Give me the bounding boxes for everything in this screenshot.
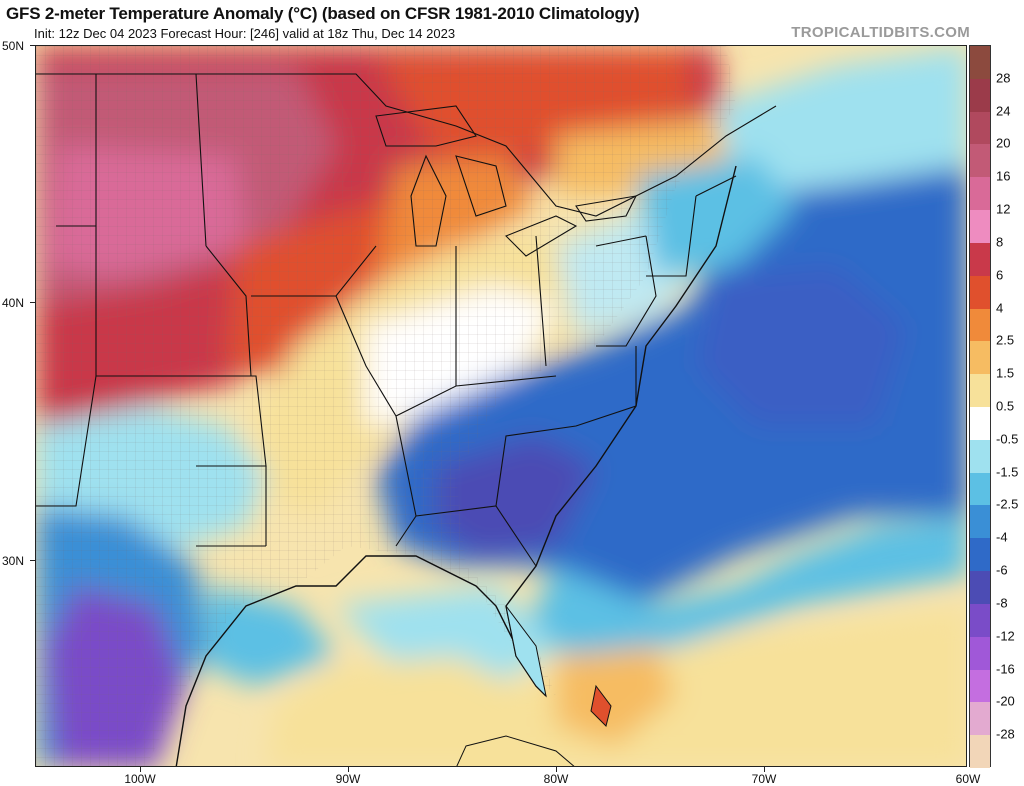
colorbar-segment [970, 472, 990, 506]
lon-label-70w: 70W [751, 772, 777, 786]
colorbar-segment [970, 407, 990, 441]
colorbar-segment [970, 177, 990, 211]
colorbar-segment [970, 538, 990, 572]
colorbar-label: -20 [996, 693, 1015, 709]
colorbar-label: 0.5 [996, 398, 1015, 414]
colorbar-label: -6 [996, 562, 1008, 578]
colorbar-label: -8 [996, 595, 1008, 611]
colorbar-label: -4 [996, 529, 1008, 545]
colorbar-label: 6 [996, 267, 1004, 283]
colorbar-label: 8 [996, 234, 1004, 250]
colorbar-label: 1.5 [996, 365, 1015, 381]
colorbar-label: -12 [996, 628, 1015, 644]
colorbar-label: -0.5 [996, 431, 1019, 447]
colorbar-label: 24 [996, 103, 1011, 119]
lon-tick [348, 767, 349, 772]
colorbar-segment [970, 735, 990, 769]
lat-tick [30, 302, 36, 303]
lat-tick [30, 560, 36, 561]
colorbar-segment [970, 111, 990, 145]
colorbar-label: 20 [996, 135, 1011, 151]
great-lakes [375, 105, 637, 257]
colorbar-segment [970, 505, 990, 539]
colorbar-segment [970, 636, 990, 671]
colorbar-segment [970, 144, 990, 178]
colorbar-label: -16 [996, 661, 1015, 677]
lon-tick [140, 767, 141, 772]
lon-label-60w: 60W [955, 772, 981, 786]
brand-watermark: TROPICALTIDBITS.COM [791, 24, 970, 41]
map-title: GFS 2-meter Temperature Anomaly (°C) (ba… [6, 4, 640, 23]
county-grid [36, 46, 736, 766]
colorbar-segment [970, 702, 990, 736]
lon-tick [556, 767, 557, 772]
colorbar-label: 12 [996, 201, 1011, 217]
colorbar-segment [970, 78, 990, 113]
boundaries [36, 73, 777, 567]
colorbar-segment [970, 275, 990, 310]
colorbar-label: -2.5 [996, 496, 1019, 512]
colorbar-segment [970, 210, 990, 244]
lat-label-30n: 30N [2, 554, 25, 568]
anomaly-map-svg [36, 46, 966, 766]
lat-label-40n: 40N [2, 296, 25, 310]
colorbar-label: 28 [996, 70, 1011, 86]
colorbar [969, 45, 991, 769]
lon-label-80w: 80W [543, 772, 569, 786]
colorbar-segment [970, 374, 990, 408]
bahamas [590, 684, 612, 727]
cuba [456, 735, 575, 766]
lon-label-100w: 100W [124, 772, 156, 786]
lon-label-90w: 90W [335, 772, 361, 786]
colorbar-label: 16 [996, 168, 1011, 184]
colorbar-label: 4 [996, 300, 1004, 316]
colorbar-segment [970, 242, 990, 277]
colorbar-segment [970, 341, 990, 375]
anomaly-map [35, 45, 967, 767]
colorbar-segment [970, 669, 990, 703]
colorbar-segment [970, 439, 990, 474]
lat-label-50n: 50N [2, 39, 25, 53]
colorbar-segment [970, 603, 990, 638]
colorbar-label: -28 [996, 726, 1015, 742]
colorbar-segment [970, 46, 990, 80]
lat-tick [30, 45, 36, 46]
lon-tick [764, 767, 765, 772]
colorbar-label: 2.5 [996, 332, 1015, 348]
colorbar-label: -1.5 [996, 464, 1019, 480]
map-subtitle: Init: 12z Dec 04 2023 Forecast Hour: [24… [34, 26, 456, 41]
colorbar-segment [970, 571, 990, 605]
colorbar-segment [970, 308, 990, 342]
